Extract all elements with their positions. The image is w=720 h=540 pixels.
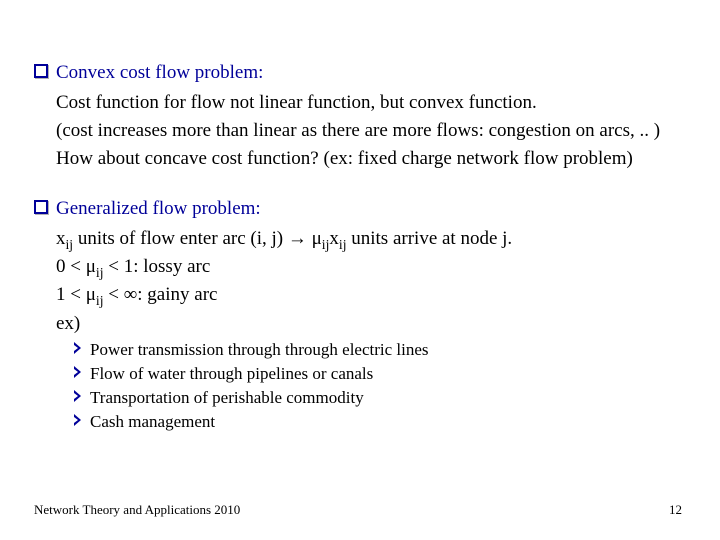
section1-line: Cost function for flow not linear functi… [56, 90, 686, 116]
chevron-icon [74, 414, 84, 428]
subscript: ij [96, 265, 104, 280]
chevron-icon [74, 390, 84, 404]
text-frag: 1 < μ [56, 284, 96, 305]
text-frag: < 1: lossy arc [104, 256, 211, 277]
section2-line3: 1 < μij < ∞: gainy arc [56, 282, 686, 308]
section1-line: How about concave cost function? (ex: fi… [56, 146, 686, 172]
subscript: ij [339, 237, 347, 252]
subscript: ij [96, 293, 104, 308]
subitem-row: Cash management [74, 411, 686, 434]
section2-line2: 0 < μij < 1: lossy arc [56, 254, 686, 280]
subscript: ij [66, 237, 74, 252]
subitem-row: Transportation of perishable commodity [74, 387, 686, 410]
text-frag: x [56, 228, 66, 249]
subitem-text: Transportation of perishable commodity [90, 387, 364, 410]
text-frag: < ∞: gainy arc [104, 284, 218, 305]
text-frag: units arrive at node j. [347, 228, 513, 249]
section1-heading-row: Convex cost flow problem: [34, 60, 686, 86]
square-bullet-icon [34, 200, 48, 214]
subitem-text: Cash management [90, 411, 215, 434]
text-frag: units of flow enter arc (i, j) → μ [73, 228, 322, 249]
section1-line: (cost increases more than linear as ther… [56, 118, 686, 144]
section2-title: Generalized flow problem: [56, 196, 261, 222]
page-number: 12 [669, 502, 682, 518]
subitem-text: Power transmission through through elect… [90, 339, 429, 362]
chevron-icon [74, 366, 84, 380]
section2-heading-row: Generalized flow problem: [34, 196, 686, 222]
chevron-icon [74, 342, 84, 356]
text-frag: 0 < μ [56, 256, 96, 277]
subitem-text: Flow of water through pipelines or canal… [90, 363, 373, 386]
section2-line1: xij units of flow enter arc (i, j) → μij… [56, 226, 686, 252]
square-bullet-icon [34, 64, 48, 78]
subitem-row: Power transmission through through elect… [74, 339, 686, 362]
section1-title: Convex cost flow problem: [56, 60, 263, 86]
footer-text: Network Theory and Applications 2010 [34, 502, 240, 518]
slide: Convex cost flow problem: Cost function … [0, 0, 720, 540]
section2-line4: ex) [56, 311, 686, 337]
subitem-row: Flow of water through pipelines or canal… [74, 363, 686, 386]
text-frag: x [329, 228, 339, 249]
